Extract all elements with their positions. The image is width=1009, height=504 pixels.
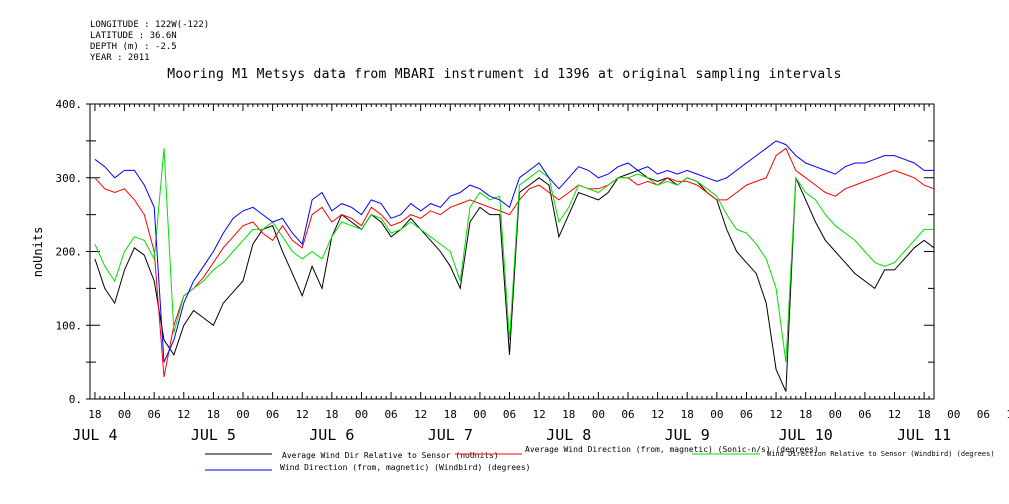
- x-tick-label: 12: [888, 408, 901, 421]
- metadata-block: LONGITUDE : 122W(-122) LATITUDE : 36.6N …: [90, 20, 209, 64]
- plot-area: 0. 100. 200. 300. 400. 18 00 06 12 18 00 06 12 18 00 06…: [56, 98, 1009, 444]
- x-tick-label: 06: [503, 408, 516, 421]
- x-tick-label: 12: [414, 408, 427, 421]
- year-text: YEAR : 2011: [90, 53, 150, 63]
- longitude-text: LONGITUDE : 122W(-122): [90, 20, 210, 30]
- x-tick-label: 06: [266, 408, 279, 421]
- x-tick-label: 06: [384, 408, 397, 421]
- x-tick-label: 00: [473, 408, 486, 421]
- x-tick-label: 18: [325, 408, 338, 421]
- x-tick-label: 06: [621, 408, 634, 421]
- x-tick-label: 18: [88, 408, 101, 421]
- y-tick-label: 300.: [56, 172, 83, 185]
- x-tick-label: 18: [681, 408, 694, 421]
- series-line-1: [94, 147, 935, 377]
- x-tick-label: 06: [148, 408, 161, 421]
- series-line-3: [94, 140, 934, 363]
- x-day-label: JUL 10: [779, 426, 833, 444]
- legend-label: Wind Direction Relative to Sensor (Windb…: [767, 450, 995, 458]
- legend: Average Wind Dir Relative to Sensor (noU…: [205, 445, 995, 472]
- x-tick-label: 00: [829, 408, 842, 421]
- x-day-label: JUL 7: [428, 426, 473, 444]
- x-tick-label: 00: [592, 408, 605, 421]
- y-axis-label: noUnits: [31, 227, 45, 278]
- x-tick-label: 12: [533, 408, 546, 421]
- x-tick-label: 00: [355, 408, 368, 421]
- chart-title: Mooring M1 Metsys data from MBARI instru…: [167, 67, 842, 82]
- legend-label: Average Wind Direction (from, magnetic) …: [525, 445, 819, 454]
- latitude-text: LATITUDE : 36.6N: [90, 31, 177, 41]
- series-line-0: [94, 169, 935, 392]
- x-day-label: JUL 6: [309, 426, 354, 444]
- x-tick-label: 06: [740, 408, 753, 421]
- x-tick-label: 12: [769, 408, 782, 421]
- x-tick-label: 00: [710, 408, 723, 421]
- x-tick-label: 12: [651, 408, 664, 421]
- legend-label: Average Wind Dir Relative to Sensor (noU…: [282, 451, 499, 460]
- x-tick-label: 12: [296, 408, 309, 421]
- y-tick-label: 200.: [56, 246, 83, 259]
- depth-text: DEPTH (m) : -2.5: [90, 42, 177, 52]
- y-tick-label: 100.: [56, 319, 83, 332]
- legend-label: Wind Direction (from, magnetic) (Windbir…: [280, 463, 530, 472]
- x-day-label: JUL 8: [546, 426, 591, 444]
- x-day-label: JUL 11: [897, 426, 951, 444]
- x-tick-label: 12: [1006, 408, 1009, 421]
- x-tick-label: 06: [858, 408, 871, 421]
- x-tick-label: 00: [118, 408, 131, 421]
- y-tick-label: 400.: [56, 98, 83, 111]
- series-line-2: [94, 148, 934, 363]
- x-tick-label: 00: [236, 408, 249, 421]
- x-tick-label: 06: [977, 408, 990, 421]
- x-tick-label: 12: [177, 408, 190, 421]
- x-day-label: JUL 5: [191, 426, 236, 444]
- x-tick-label: 18: [562, 408, 575, 421]
- x-day-label: JUL 4: [72, 426, 117, 444]
- x-day-label: JUL 9: [665, 426, 710, 444]
- x-tick-label: 18: [207, 408, 220, 421]
- x-tick-label: 00: [947, 408, 960, 421]
- x-tick-label: 18: [444, 408, 457, 421]
- x-tick-label: 18: [918, 408, 931, 421]
- y-tick-label: 0.: [69, 393, 82, 406]
- plot-frame: [89, 103, 935, 400]
- x-tick-label: 18: [799, 408, 812, 421]
